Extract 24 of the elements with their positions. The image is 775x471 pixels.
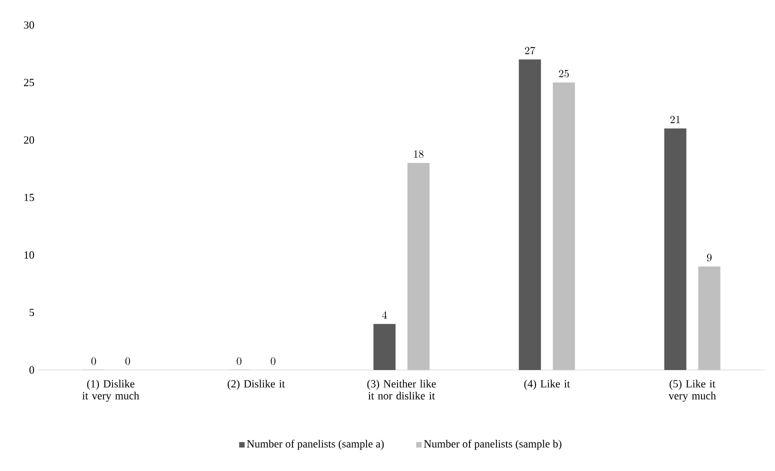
legend-label: Number of panelists (sample b): [424, 440, 562, 450]
data-label: 0: [91, 357, 96, 365]
data-label: 0: [236, 357, 242, 365]
data-label: 21: [670, 116, 680, 124]
x-tick-label: (3) Neither like it nor dislike it: [367, 380, 436, 400]
data-label: 0: [270, 357, 276, 365]
y-tick-label: 20: [24, 136, 34, 144]
y-tick-label: 10: [24, 251, 34, 259]
x-tick-label: (2) Dislike it: [228, 380, 285, 390]
data-label: 4: [382, 311, 387, 319]
y-tick-label: 15: [24, 194, 34, 202]
data-label: 27: [524, 46, 536, 54]
x-tick-label: (4) Like it: [524, 380, 570, 390]
y-tick-label: 25: [24, 78, 34, 86]
data-label: 18: [414, 150, 424, 158]
y-tick-label: 0: [29, 366, 34, 374]
y-tick-label: 5: [30, 308, 34, 316]
y-tick-label: 30: [24, 21, 34, 29]
data-label: 25: [558, 70, 569, 78]
x-tick-label: (1) Dislike it very much: [82, 380, 140, 402]
x-tick-label: (5) Like it very much: [668, 380, 716, 402]
data-label: 0: [125, 357, 130, 365]
data-label: 9: [707, 254, 712, 262]
legend-label: Number of panelists (sample a): [246, 440, 384, 450]
